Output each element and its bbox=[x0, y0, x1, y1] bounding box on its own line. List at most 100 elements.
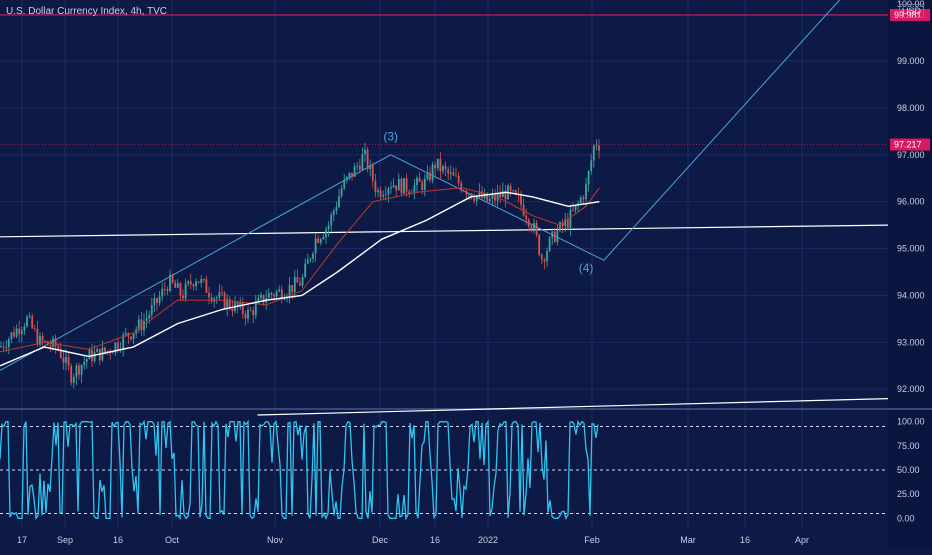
candle-body bbox=[202, 278, 205, 280]
candle-body bbox=[548, 237, 551, 251]
candle-body bbox=[590, 160, 593, 172]
candle-body bbox=[67, 356, 70, 366]
candle-body bbox=[161, 288, 164, 297]
candle-body bbox=[564, 219, 567, 227]
candle-body bbox=[579, 197, 582, 203]
candle-body bbox=[439, 158, 442, 172]
x-tick-label-0: 17 bbox=[17, 535, 27, 545]
candle-body bbox=[221, 292, 223, 294]
candle-body bbox=[522, 204, 525, 216]
candle-body bbox=[244, 313, 247, 319]
x-tick-label-10: 16 bbox=[740, 535, 750, 545]
candle-body bbox=[187, 281, 190, 284]
candle-body bbox=[176, 283, 179, 288]
osc-tick-label-4: 100.00 bbox=[897, 417, 925, 427]
candle-body bbox=[504, 190, 507, 200]
candle-body bbox=[525, 215, 528, 220]
candle-body bbox=[62, 357, 65, 363]
candle-body bbox=[5, 347, 8, 349]
candle-body bbox=[267, 292, 270, 299]
candle-body bbox=[327, 225, 330, 230]
candle-body bbox=[280, 289, 283, 300]
candle-body bbox=[270, 292, 273, 295]
candle-body bbox=[293, 277, 296, 292]
candle-body bbox=[228, 299, 231, 308]
candle-body bbox=[335, 207, 338, 211]
candle-body bbox=[254, 302, 257, 316]
candle-body bbox=[26, 316, 28, 327]
osc-tick-label-1: 25.00 bbox=[897, 489, 920, 499]
candle-body bbox=[33, 327, 36, 329]
candle-body bbox=[54, 338, 57, 347]
price-tag-bg-1 bbox=[890, 138, 930, 151]
candle-body bbox=[444, 166, 447, 170]
candle-body bbox=[395, 185, 398, 191]
candle-body bbox=[231, 307, 234, 312]
candle-body bbox=[140, 319, 143, 331]
candle-body bbox=[236, 302, 239, 307]
candle-body bbox=[275, 291, 278, 297]
candle-body bbox=[257, 297, 260, 303]
candle-body bbox=[442, 166, 444, 172]
candle-body bbox=[41, 336, 44, 342]
candle-body bbox=[353, 165, 356, 177]
candle-body bbox=[527, 219, 530, 227]
candle-body bbox=[299, 282, 301, 286]
candle-body bbox=[174, 282, 177, 288]
price-axis-bg bbox=[888, 0, 932, 550]
x-tick-label-9: Mar bbox=[680, 535, 696, 545]
candle-body bbox=[478, 191, 481, 196]
candle-body bbox=[197, 281, 200, 283]
candle-body bbox=[317, 238, 320, 243]
y-tick-label-6: 98.000 bbox=[897, 103, 925, 113]
candle-body bbox=[551, 231, 554, 238]
candle-body bbox=[494, 194, 496, 201]
candle-body bbox=[405, 178, 408, 192]
candle-body bbox=[374, 180, 377, 193]
x-tick-label-1: Sep bbox=[57, 535, 73, 545]
candle-body bbox=[124, 332, 127, 335]
candle-body bbox=[566, 219, 569, 228]
candle-body bbox=[75, 365, 78, 377]
candle-body bbox=[403, 178, 405, 194]
candle-body bbox=[28, 316, 31, 317]
candle-body bbox=[0, 346, 2, 348]
candle-body bbox=[114, 342, 117, 353]
candle-body bbox=[96, 348, 99, 353]
y-tick-label-1: 93.000 bbox=[897, 337, 925, 347]
candle-body bbox=[291, 285, 294, 292]
candle-body bbox=[371, 165, 374, 181]
candle-body bbox=[546, 250, 548, 262]
candle-body bbox=[535, 222, 538, 235]
candle-body bbox=[447, 169, 450, 174]
candle-body bbox=[130, 336, 132, 340]
candle-body bbox=[345, 176, 348, 180]
candle-body bbox=[179, 283, 182, 296]
candle-body bbox=[421, 181, 424, 191]
candle-body bbox=[192, 284, 195, 287]
candle-body bbox=[132, 333, 135, 340]
candle-body bbox=[247, 309, 249, 319]
candle-body bbox=[218, 292, 221, 298]
candle-body bbox=[85, 359, 88, 362]
candle-body bbox=[312, 253, 314, 259]
candle-body bbox=[104, 347, 106, 353]
candle-body bbox=[10, 332, 13, 340]
candle-body bbox=[400, 178, 403, 194]
x-tick-label-3: Oct bbox=[165, 535, 180, 545]
candle-body bbox=[304, 263, 307, 278]
candle-body bbox=[330, 214, 333, 226]
currency-badge[interactable]: USD bbox=[898, 4, 924, 18]
candle-body bbox=[20, 330, 23, 335]
candle-body bbox=[392, 185, 395, 188]
x-tick-label-11: Apr bbox=[795, 535, 809, 545]
candle-body bbox=[382, 194, 385, 197]
candle-body bbox=[72, 376, 75, 383]
candle-body bbox=[39, 336, 41, 345]
candle-body bbox=[559, 222, 561, 231]
candle-body bbox=[314, 238, 317, 254]
candle-body bbox=[65, 356, 67, 363]
candle-body bbox=[543, 259, 546, 262]
